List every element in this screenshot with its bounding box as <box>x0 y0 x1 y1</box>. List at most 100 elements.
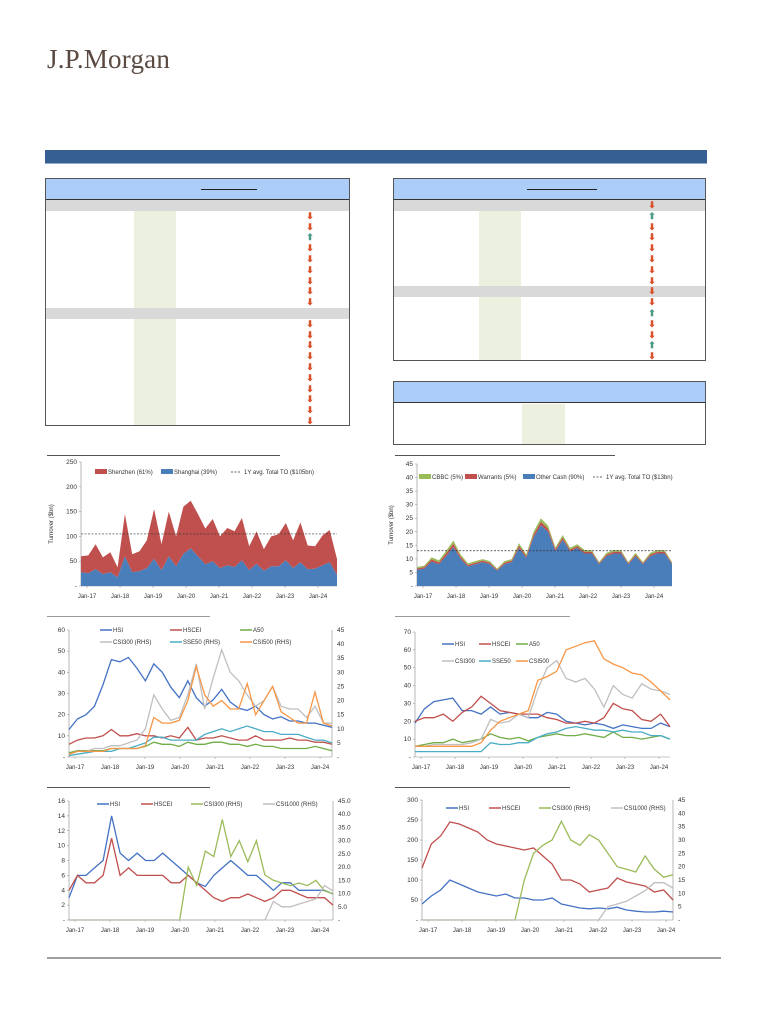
svg-text:-: - <box>63 917 65 924</box>
svg-text:Jan-20: Jan-20 <box>171 765 190 771</box>
svg-text:25: 25 <box>406 515 414 522</box>
table-row: ⬆ <box>394 340 705 351</box>
svg-text:HSI: HSI <box>459 806 469 812</box>
svg-text:100: 100 <box>66 533 77 540</box>
svg-text:SSE50: SSE50 <box>492 659 511 665</box>
svg-text:250: 250 <box>407 817 418 824</box>
svg-text:Jan-20: Jan-20 <box>513 594 532 600</box>
table-header <box>394 382 705 403</box>
svg-text:10: 10 <box>337 726 345 733</box>
svg-text:6: 6 <box>61 872 65 879</box>
svg-text:35: 35 <box>406 488 414 495</box>
svg-text:20: 20 <box>337 698 345 705</box>
svg-text:CSI300 (RHS): CSI300 (RHS) <box>113 640 151 646</box>
table-row: ⬇ <box>46 384 349 395</box>
section-row: ⬇ <box>394 200 705 211</box>
table-row: ⬇ <box>394 232 705 243</box>
svg-text:100: 100 <box>407 877 418 884</box>
svg-text:40.0: 40.0 <box>338 811 351 818</box>
svg-text:Jan-22: Jan-22 <box>582 765 601 771</box>
table-row: ⬇ <box>46 222 349 233</box>
svg-text:Jan-17: Jan-17 <box>78 594 97 600</box>
svg-text:35: 35 <box>678 824 686 831</box>
svg-text:Turnover ($bn): Turnover ($bn) <box>389 505 395 544</box>
arrow-down-icon: ⬇ <box>306 361 314 372</box>
svg-text:HSI: HSI <box>455 642 465 648</box>
arrow-down-icon: ⬇ <box>648 253 656 264</box>
svg-text:40: 40 <box>406 475 414 482</box>
svg-text:200: 200 <box>407 837 418 844</box>
right-data-table: ⬇ ⬆ ⬇ ⬇ ⬇ ⬇ ⬇ ⬇ ⬇ ⬇ ⬆ ⬇ ⬇ ⬆ ⬇ <box>393 178 706 361</box>
svg-text:2: 2 <box>61 902 65 909</box>
arrow-down-icon: ⬇ <box>306 286 314 297</box>
svg-text:40: 40 <box>58 669 66 676</box>
svg-text:Jan-20: Jan-20 <box>177 594 196 600</box>
svg-text:20: 20 <box>58 712 66 719</box>
svg-text:Jan-18: Jan-18 <box>447 594 466 600</box>
svg-text:150: 150 <box>66 509 77 516</box>
highlight-column <box>522 404 565 444</box>
table-row: ⬇ <box>46 254 349 265</box>
svg-text:5: 5 <box>678 904 682 911</box>
svg-text:50: 50 <box>58 648 66 655</box>
small-data-table <box>393 381 706 445</box>
arrow-down-icon: ⬇ <box>306 415 314 426</box>
table-row: ⬆ <box>394 308 705 319</box>
svg-text:15: 15 <box>337 712 345 719</box>
table-row: ⬇ <box>46 243 349 254</box>
svg-text:Jan-19: Jan-19 <box>144 594 163 600</box>
svg-text:50: 50 <box>70 558 78 565</box>
table-row: ⬇ <box>46 297 349 308</box>
arrow-down-icon: ⬇ <box>306 275 314 286</box>
svg-text:25.0: 25.0 <box>338 851 351 858</box>
index-chart-3: - 2 4 6 8 10 12 14 16 - 5.0 10.0 15.0 20.0 25.0 30.0 35.… <box>45 792 365 942</box>
svg-text:HSI: HSI <box>113 628 123 634</box>
svg-text:30.0: 30.0 <box>338 838 351 845</box>
svg-text:10: 10 <box>406 556 414 563</box>
svg-text:Jan-21: Jan-21 <box>206 928 225 934</box>
svg-text:30: 30 <box>406 502 414 509</box>
svg-text:35.0: 35.0 <box>338 824 351 831</box>
index-chart-4: - 50 100 150 200 250 300 - 5 10 15 20 25 30 35 40 45 Jan-… <box>385 792 705 942</box>
arrow-down-icon: ⬇ <box>306 210 314 221</box>
svg-text:CSI300 (RHS): CSI300 (RHS) <box>204 802 242 808</box>
svg-text:15.0: 15.0 <box>338 877 351 884</box>
svg-text:HSCEI: HSCEI <box>183 628 202 634</box>
svg-text:5.0: 5.0 <box>338 904 347 911</box>
svg-text:CSI1000 (RHS): CSI1000 (RHS) <box>276 802 318 808</box>
svg-text:-: - <box>75 583 77 590</box>
table-body: ⬇ ⬇ ⬆ ⬇ ⬇ ⬇ ⬇ ⬇ ⬇ ⬇ ⬇ ⬇ ⬇ ⬇ ⬇ ⬇ ⬇ ⬇ ⬇ <box>46 200 349 427</box>
svg-text:15: 15 <box>678 877 686 884</box>
svg-text:Jan-19: Jan-19 <box>480 594 499 600</box>
svg-text:Jan-19: Jan-19 <box>136 928 155 934</box>
svg-text:40: 40 <box>404 683 412 690</box>
table-header <box>394 179 705 200</box>
arrow-down-icon: ⬇ <box>648 275 656 286</box>
svg-text:HSI: HSI <box>110 802 120 808</box>
arrow-down-icon: ⬇ <box>306 253 314 264</box>
table-row: ⬇ <box>46 265 349 276</box>
svg-text:16: 16 <box>58 798 66 805</box>
svg-text:30: 30 <box>404 700 412 707</box>
svg-text:1Y avg. Total TO ($13bn): 1Y avg. Total TO ($13bn) <box>606 475 673 481</box>
table-body: ⬇ ⬆ ⬇ ⬇ ⬇ ⬇ ⬇ ⬇ ⬇ ⬇ ⬆ ⬇ ⬇ ⬆ ⬇ <box>394 200 705 362</box>
svg-text:-: - <box>338 917 340 924</box>
arrow-down-icon: ⬇ <box>306 405 314 416</box>
svg-text:30: 30 <box>678 837 686 844</box>
arrow-down-icon: ⬇ <box>648 329 656 340</box>
svg-text:Jan-17: Jan-17 <box>419 928 438 934</box>
svg-text:CSI1000 (RHS): CSI1000 (RHS) <box>624 806 666 812</box>
svg-text:45: 45 <box>406 461 414 468</box>
svg-text:45.0: 45.0 <box>338 798 351 805</box>
arrow-down-icon: ⬇ <box>648 297 656 308</box>
arrow-down-icon: ⬇ <box>306 372 314 383</box>
svg-text:8: 8 <box>61 858 65 865</box>
svg-text:Jan-23: Jan-23 <box>616 765 635 771</box>
arrow-down-icon: ⬇ <box>306 351 314 362</box>
svg-text:150: 150 <box>407 857 418 864</box>
svg-text:Jan-23: Jan-23 <box>276 765 295 771</box>
svg-text:35: 35 <box>337 655 345 662</box>
svg-text:Shanghai (39%): Shanghai (39%) <box>174 470 217 476</box>
arrow-down-icon: ⬇ <box>306 243 314 254</box>
svg-text:200: 200 <box>66 484 77 491</box>
